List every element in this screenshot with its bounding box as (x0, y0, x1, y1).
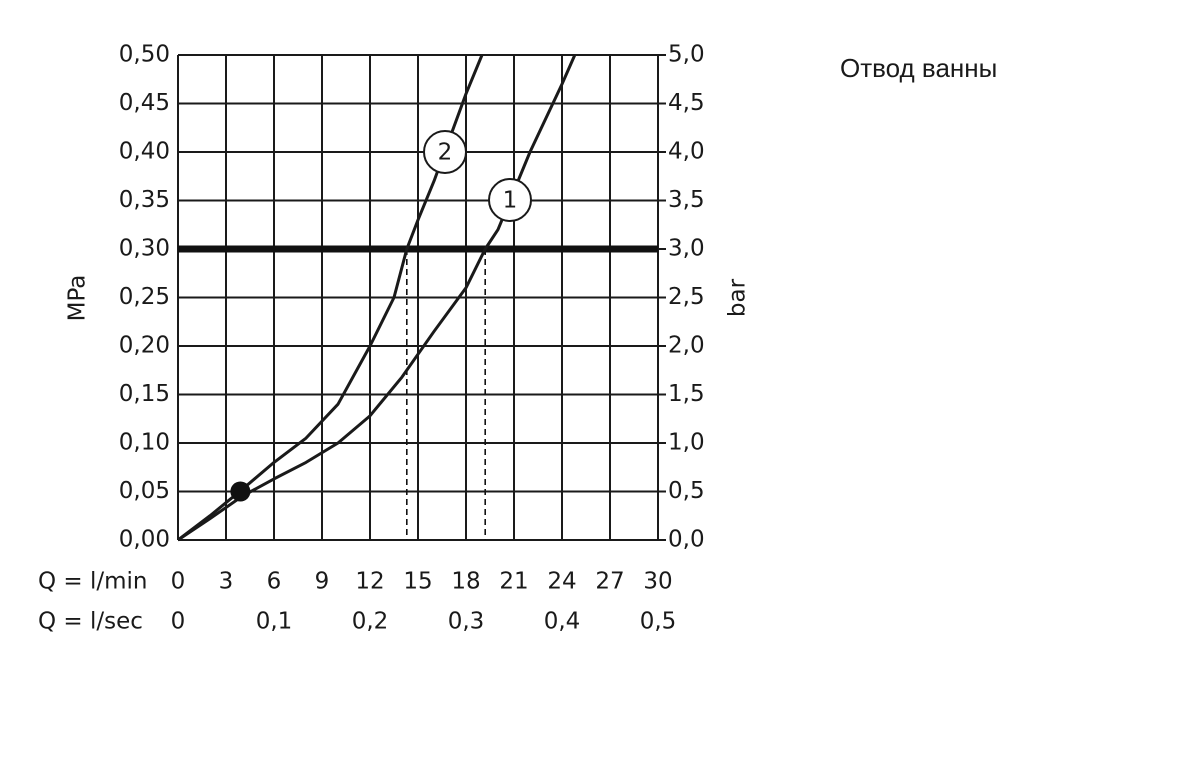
y2-tick-label: 1,0 (668, 430, 705, 456)
x-tick-label: 3 (219, 569, 234, 595)
series-line (177, 54, 577, 542)
y-tick-label: 0,30 (119, 236, 170, 262)
y-tick-label: 0,45 (119, 90, 170, 116)
y-tick-label: 0,25 (119, 284, 170, 310)
x-tick-label: 12 (355, 569, 384, 595)
x2-axis-label: Q = l/sec (38, 609, 143, 635)
y-axis-label: MPa (65, 275, 91, 322)
y-tick-label: 0,00 (119, 527, 170, 553)
series-label-circle (423, 130, 467, 174)
x2-tick-label: 0,1 (256, 609, 293, 635)
x-tick-label: 15 (403, 569, 432, 595)
x2-tick-label: 0,3 (448, 609, 485, 635)
x-tick-label: 27 (595, 569, 624, 595)
x2-tick-label: 0,2 (352, 609, 389, 635)
y-tick-label: 0,10 (119, 430, 170, 456)
x-tick-label: 6 (267, 569, 282, 595)
y2-tick-label: 5,0 (668, 42, 705, 68)
x-tick-label: 0 (171, 569, 186, 595)
y2-tick-label: 4,0 (668, 139, 705, 165)
y2-tick-label: 2,5 (668, 284, 705, 310)
x-tick-label: 30 (643, 569, 672, 595)
x-tick-label: 24 (547, 569, 576, 595)
y2-tick-label: 0,5 (668, 478, 705, 504)
y-tick-label: 0,35 (119, 187, 170, 213)
y2-tick-label: 4,5 (668, 90, 705, 116)
chart-title: Отвод ванны (840, 53, 997, 83)
y2-tick-label: 3,0 (668, 236, 705, 262)
x-axis-label: Q = l/min (38, 569, 148, 595)
y-tick-label: 0,50 (119, 42, 170, 68)
y2-tick-label: 2,0 (668, 333, 705, 359)
y2-tick-label: 0,0 (668, 527, 705, 553)
x-tick-label: 21 (499, 569, 528, 595)
series-label: 2 (438, 140, 453, 166)
series-label: 1 (503, 188, 518, 214)
y-tick-label: 0,05 (119, 478, 170, 504)
y2-tick-label: 1,5 (668, 381, 705, 407)
y-tick-label: 0,40 (119, 139, 170, 165)
y2-axis-label: bar (725, 278, 751, 317)
y-tick-label: 0,20 (119, 333, 170, 359)
marker-point (230, 481, 251, 502)
y-tick-label: 0,15 (119, 381, 170, 407)
x2-tick-label: 0 (171, 609, 186, 635)
x-tick-label: 18 (451, 569, 480, 595)
x2-tick-label: 0,4 (544, 609, 581, 635)
x-tick-label: 9 (315, 569, 330, 595)
y2-tick-label: 3,5 (668, 187, 705, 213)
x2-tick-label: 0,5 (640, 609, 677, 635)
series-label-circle (488, 178, 532, 222)
